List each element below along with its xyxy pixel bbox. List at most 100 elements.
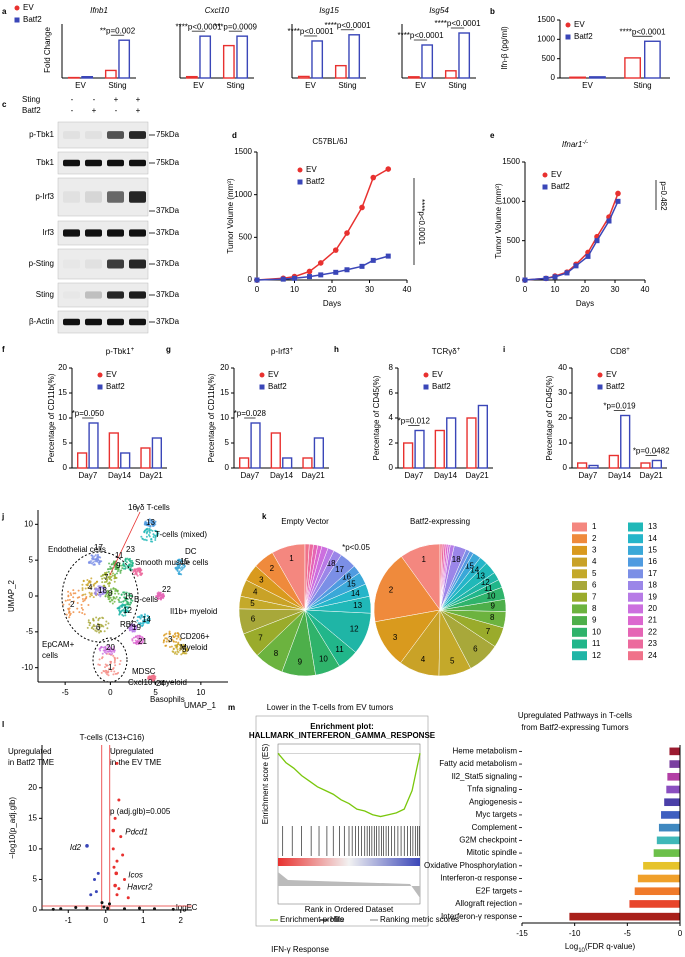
- cell-point: [114, 589, 117, 592]
- cluster-number: 17: [94, 543, 103, 552]
- sign: +: [114, 95, 119, 104]
- cell-point: [177, 636, 180, 639]
- cell-point: [113, 577, 116, 580]
- legend-swatch: [572, 569, 587, 579]
- legend-swatch: [628, 639, 643, 649]
- y-tick-label: 4: [389, 413, 394, 422]
- annotation: p (adj.glb)=0.005: [110, 807, 171, 816]
- cell-point: [152, 525, 155, 528]
- x-tick-label: Day14: [608, 471, 632, 480]
- cell-point: [81, 611, 84, 614]
- heading: Lower in the T-cells from EV tumors: [267, 703, 394, 712]
- legend-label: Enrichment profile: [280, 915, 345, 924]
- cell-point: [107, 570, 110, 573]
- bar: [403, 442, 414, 469]
- point: [333, 269, 339, 275]
- cell-point: [95, 616, 98, 619]
- cluster-number: 22: [162, 585, 171, 594]
- y-tick-label: 1000: [537, 34, 555, 43]
- cell-point: [107, 591, 110, 594]
- y-axis-label: Percentage of CD11b(%): [207, 373, 216, 462]
- cell-point: [136, 639, 139, 642]
- p-value: ****p<0.0001: [417, 199, 426, 246]
- cell-point: [111, 599, 114, 602]
- y-tick-label: 0: [551, 73, 556, 82]
- cell-point: [112, 649, 115, 652]
- cell-point: [159, 592, 162, 595]
- cell-point: [168, 632, 171, 635]
- cell-point: [152, 533, 155, 536]
- cell-point: [175, 646, 178, 649]
- cell-point: [104, 574, 107, 577]
- cell-point: [104, 595, 107, 598]
- cell-point: [118, 596, 121, 599]
- cell-point: [78, 596, 81, 599]
- cluster-annotation: Endothelial cells: [48, 545, 106, 554]
- bar: [651, 459, 663, 469]
- cell-point: [89, 622, 92, 625]
- kda-label: 75kDa: [156, 158, 180, 167]
- bar: [669, 760, 680, 768]
- x-tick-label: Sting: [338, 81, 356, 90]
- point: [359, 204, 365, 211]
- cell-point: [97, 588, 100, 591]
- cell-point: [142, 620, 145, 623]
- legend-label: Batf2: [551, 182, 570, 191]
- point: [59, 907, 63, 911]
- legend-label: Batf2: [268, 382, 287, 391]
- cell-point: [110, 670, 113, 673]
- y-tick-label: 1000: [502, 196, 520, 205]
- cell-point: [152, 678, 155, 681]
- cell-point: [67, 590, 70, 593]
- title-sup: +: [626, 347, 630, 353]
- cell-point: [147, 619, 150, 622]
- x-tick-label: Day7: [78, 471, 97, 480]
- cell-point: [102, 590, 105, 593]
- panel-letter: d: [232, 131, 237, 140]
- cell-point: [87, 587, 90, 590]
- category-label: Allograft rejection: [455, 899, 517, 908]
- legend-label: 7: [592, 592, 597, 601]
- point: [121, 853, 125, 857]
- cell-point: [148, 527, 151, 530]
- point: [94, 890, 98, 894]
- legend-marker: [565, 34, 571, 40]
- plot-title: Cxcl10: [205, 6, 230, 15]
- cell-point: [173, 633, 176, 636]
- cell-point: [165, 640, 168, 643]
- x-tick-label: Day14: [270, 471, 294, 480]
- cell-point: [143, 529, 146, 532]
- x-tick-label: EV: [582, 81, 593, 90]
- cell-point: [117, 592, 120, 595]
- cell-point: [138, 571, 141, 574]
- slice-label: 17: [335, 565, 344, 574]
- cell-point: [172, 648, 175, 651]
- bar: [297, 75, 310, 79]
- cell-point: [117, 599, 120, 602]
- cell-point: [143, 615, 146, 618]
- y-tick-label: 10: [58, 413, 67, 422]
- cell-point: [123, 610, 126, 613]
- cell-point: [72, 596, 75, 599]
- cell-point: [97, 555, 100, 558]
- bar: [466, 417, 477, 469]
- legend-marker: [597, 384, 603, 390]
- legend-swatch: [572, 651, 587, 661]
- bar: [629, 900, 680, 908]
- cell-point: [101, 577, 104, 580]
- legend-swatch: [572, 616, 587, 626]
- band: [129, 259, 146, 269]
- cell-point: [156, 531, 159, 534]
- cell-point: [128, 606, 131, 609]
- cell-point: [114, 597, 117, 600]
- slice-label: 12: [481, 578, 490, 587]
- x-axis-label: Rank in Ordered Dataset: [305, 905, 394, 914]
- legend-label: 18: [648, 581, 657, 590]
- cell-point: [116, 590, 119, 593]
- cell-point: [136, 615, 139, 618]
- x-tick-label: 10: [196, 688, 205, 697]
- point: [615, 198, 621, 204]
- cell-point: [165, 632, 168, 635]
- title: p-Tbk1+: [106, 347, 135, 357]
- legend-swatch: [572, 639, 587, 649]
